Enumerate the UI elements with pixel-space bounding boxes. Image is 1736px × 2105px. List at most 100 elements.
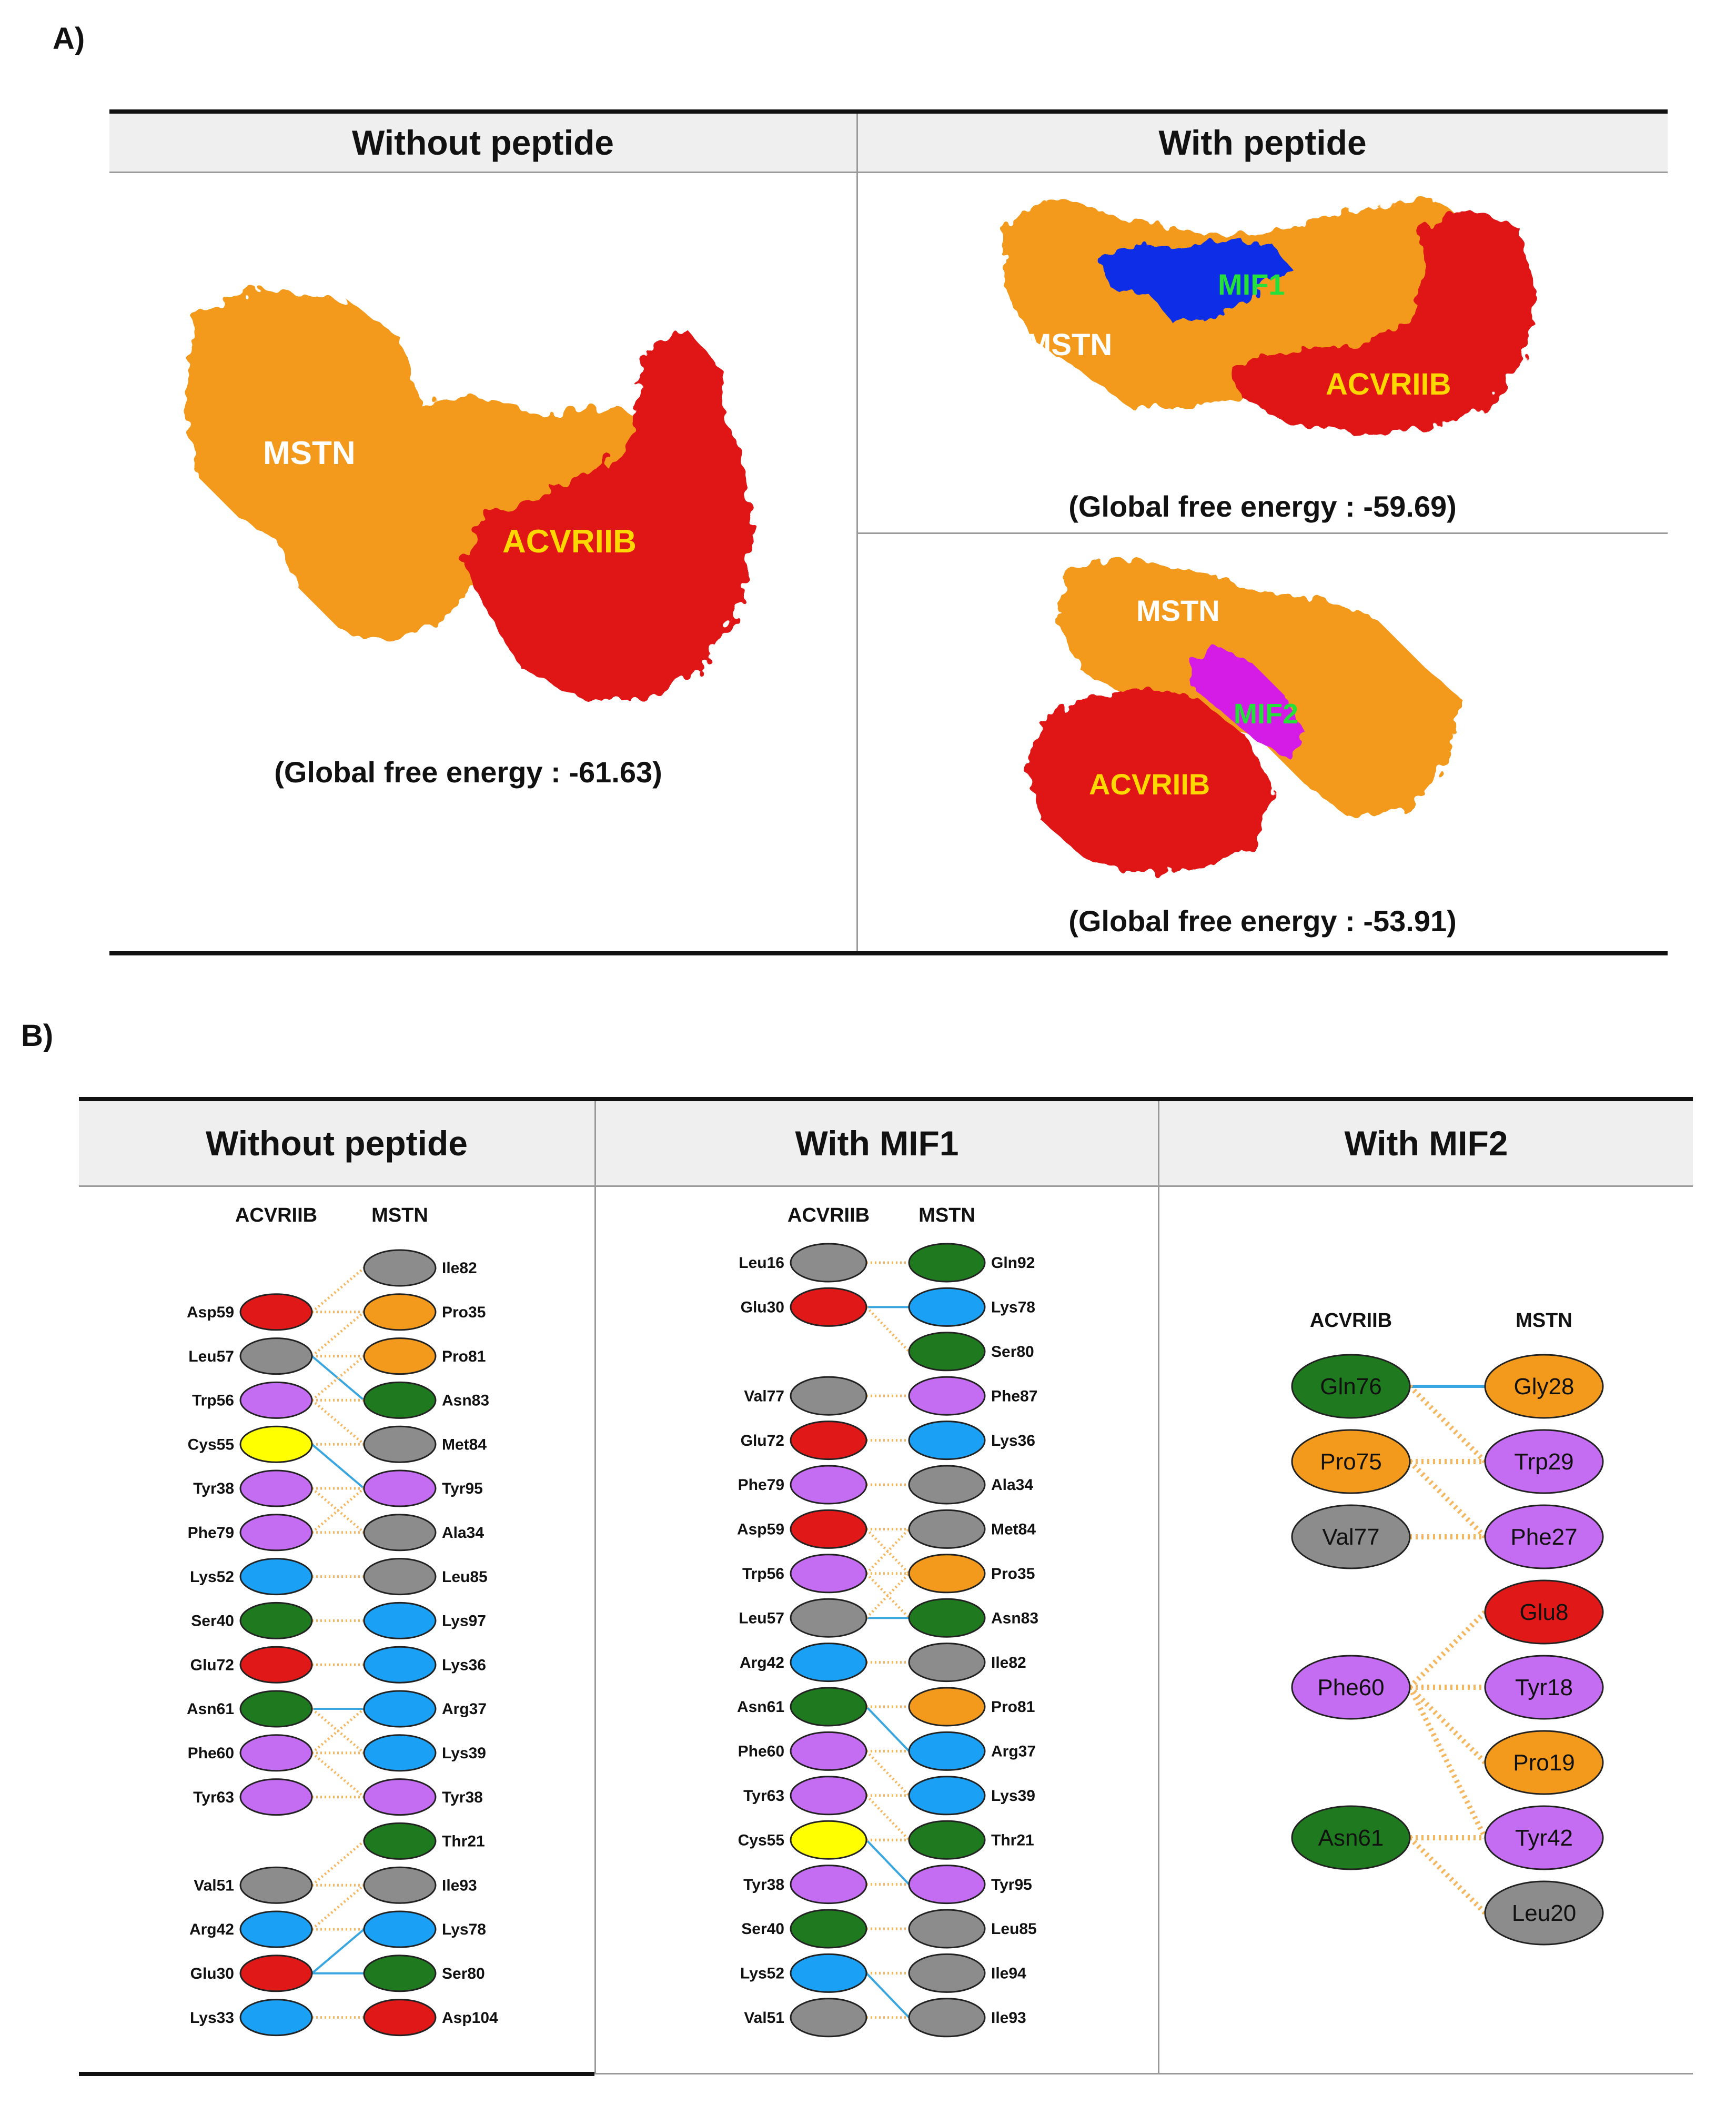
panel-b-bottom-thin-rule <box>596 2073 1693 2074</box>
acvriib-residue-label: Glu30 <box>741 1299 784 1316</box>
mstn-residue-node <box>908 1376 986 1416</box>
acvriib-residue-node <box>239 1558 313 1596</box>
mstn-residue-node <box>1484 1504 1604 1569</box>
mstn-residue-node <box>1484 1880 1604 1946</box>
acvriib-residue-node <box>790 1509 867 1549</box>
acvriib-residue-node <box>239 1514 313 1552</box>
acvriib-residue-label: Asn61 <box>187 1700 234 1718</box>
energy-no-peptide: (Global free energy : -61.63) <box>274 756 662 789</box>
panel-b-header-without: Without peptide <box>79 1101 594 1185</box>
mif2-label: MIF2 <box>1234 698 1298 730</box>
acvriib-residue-label: Val51 <box>744 2009 784 2027</box>
acvriib-label-mif2: ACVRIIB <box>1089 768 1210 801</box>
acvriib-residue-node <box>239 1337 313 1375</box>
acvriib-residue-node <box>239 1425 313 1463</box>
mstn-residue-node <box>363 1955 437 1992</box>
mstn-residue-label: Tyr95 <box>991 1876 1032 1894</box>
acvriib-residue-label: Leu57 <box>739 1609 784 1627</box>
mstn-residue-label: Pro81 <box>991 1698 1035 1716</box>
complex-mif1-render: MIF1 MSTN ACVRIIB <box>1005 197 1536 434</box>
nonbonded-contact-line <box>1408 1685 1487 1765</box>
mstn-residue-label: Met84 <box>991 1521 1036 1538</box>
mstn-residue-node <box>908 1687 986 1727</box>
acvriib-residue-label: Phe60 <box>738 1743 784 1760</box>
acvriib-column-header: ACVRIIB <box>235 1204 317 1226</box>
acvriib-residue-node <box>790 1465 867 1505</box>
mstn-residue-node <box>908 1421 986 1461</box>
mstn-residue-node <box>908 1509 986 1549</box>
mstn-residue-label: Met84 <box>442 1436 487 1453</box>
acvriib-residue-label: Tyr63 <box>193 1789 234 1806</box>
mstn-residue-node <box>1484 1429 1604 1494</box>
acvriib-label-no-peptide: ACVRIIB <box>502 523 637 560</box>
mstn-residue-label: Ile82 <box>991 1654 1026 1671</box>
acvriib-residue-label: Asn61 <box>1318 1825 1384 1851</box>
mstn-residue-node <box>908 1998 986 2038</box>
nonbonded-contact-line <box>1408 1836 1487 1915</box>
acvriib-residue-node <box>239 1778 313 1816</box>
mstn-residue-label: Lys36 <box>991 1432 1035 1449</box>
acvriib-residue-label: Tyr38 <box>193 1480 234 1497</box>
mstn-residue-label: Lys97 <box>442 1613 486 1630</box>
mstn-residue-node <box>908 1598 986 1638</box>
complex-mif2-render: MSTN MIF2 ACVRIIB <box>1026 558 1462 873</box>
acvriib-residue-label: Lys52 <box>190 1568 234 1586</box>
acvriib-residue-label: Lys52 <box>740 1965 784 1982</box>
mstn-residue-node <box>1484 1805 1604 1870</box>
acvriib-residue-label: Val51 <box>194 1877 234 1894</box>
mstn-residue-node <box>908 1820 986 1860</box>
acvriib-residue-label: Gln76 <box>1320 1374 1381 1399</box>
mstn-residue-node <box>908 1731 986 1771</box>
mstn-residue-label: Lys39 <box>442 1745 486 1762</box>
acvriib-residue-node <box>239 1469 313 1507</box>
mstn-residue-node <box>908 1332 986 1372</box>
mstn-residue-node <box>908 1465 986 1505</box>
nonbonded-contact-line <box>1407 1686 1488 1839</box>
nonbonded-contact-line <box>1408 1459 1487 1539</box>
mstn-residue-node <box>908 1776 986 1816</box>
acvriib-residue-label: Asn61 <box>737 1698 784 1716</box>
nonbonded-contact-line <box>865 1750 910 1797</box>
mstn-residue-node <box>363 1469 437 1507</box>
nonbonded-contact-line <box>311 1487 365 1534</box>
mstn-residue-label: Thr21 <box>442 1833 485 1850</box>
mstn-residue-node <box>908 1287 986 1327</box>
hydrogen-bond-line <box>865 1839 910 1885</box>
acvriib-residue-label: Glu72 <box>741 1432 784 1449</box>
mstn-residue-label: Tyr38 <box>442 1789 483 1806</box>
acvriib-residue-node <box>790 1376 867 1416</box>
panel-a-top-rule <box>109 109 1668 114</box>
mstn-label-mif1: MSTN <box>1026 328 1112 362</box>
acvriib-residue-node <box>790 1731 867 1771</box>
mstn-residue-node <box>363 1337 437 1375</box>
nonbonded-contact-line <box>865 1573 910 1619</box>
acvriib-surface <box>463 331 752 700</box>
mstn-residue-label: Asn83 <box>991 1609 1038 1627</box>
nonbonded-contact-line <box>1408 1384 1487 1464</box>
mstn-residue-label: Leu85 <box>991 1920 1037 1938</box>
mstn-residue-node <box>363 1293 437 1331</box>
hydrogen-bond-line <box>311 1928 365 1975</box>
mstn-residue-node <box>908 1953 986 1993</box>
mstn-residue-label: Gly28 <box>1514 1374 1574 1399</box>
mstn-residue-label: Pro35 <box>991 1565 1035 1583</box>
mstn-residue-label: Ile82 <box>442 1260 477 1277</box>
acvriib-residue-node <box>790 1687 867 1727</box>
mstn-residue-label: Pro19 <box>1513 1750 1574 1776</box>
panel-b-bottom-rule <box>79 2072 594 2076</box>
acvriib-residue-node <box>790 1554 867 1594</box>
mstn-residue-node <box>1484 1655 1604 1720</box>
acvriib-surface <box>1026 689 1273 873</box>
mstn-residue-label: Pro81 <box>442 1348 486 1365</box>
mstn-column-header: MSTN <box>1516 1310 1572 1332</box>
mstn-residue-label: Ala34 <box>442 1524 484 1542</box>
mstn-residue-label: Ser80 <box>442 1965 485 1982</box>
mstn-residue-label: Tyr42 <box>1515 1825 1573 1851</box>
mstn-residue-label: Glu8 <box>1520 1599 1569 1625</box>
mstn-residue-label: Thr21 <box>991 1831 1034 1849</box>
mstn-residue-node <box>363 1602 437 1639</box>
nonbonded-contact-line <box>311 1884 365 1930</box>
acvriib-residue-label: Glu72 <box>190 1656 234 1674</box>
acvriib-residue-label: Phe79 <box>738 1476 784 1494</box>
mstn-residue-label: Lys78 <box>991 1299 1035 1316</box>
